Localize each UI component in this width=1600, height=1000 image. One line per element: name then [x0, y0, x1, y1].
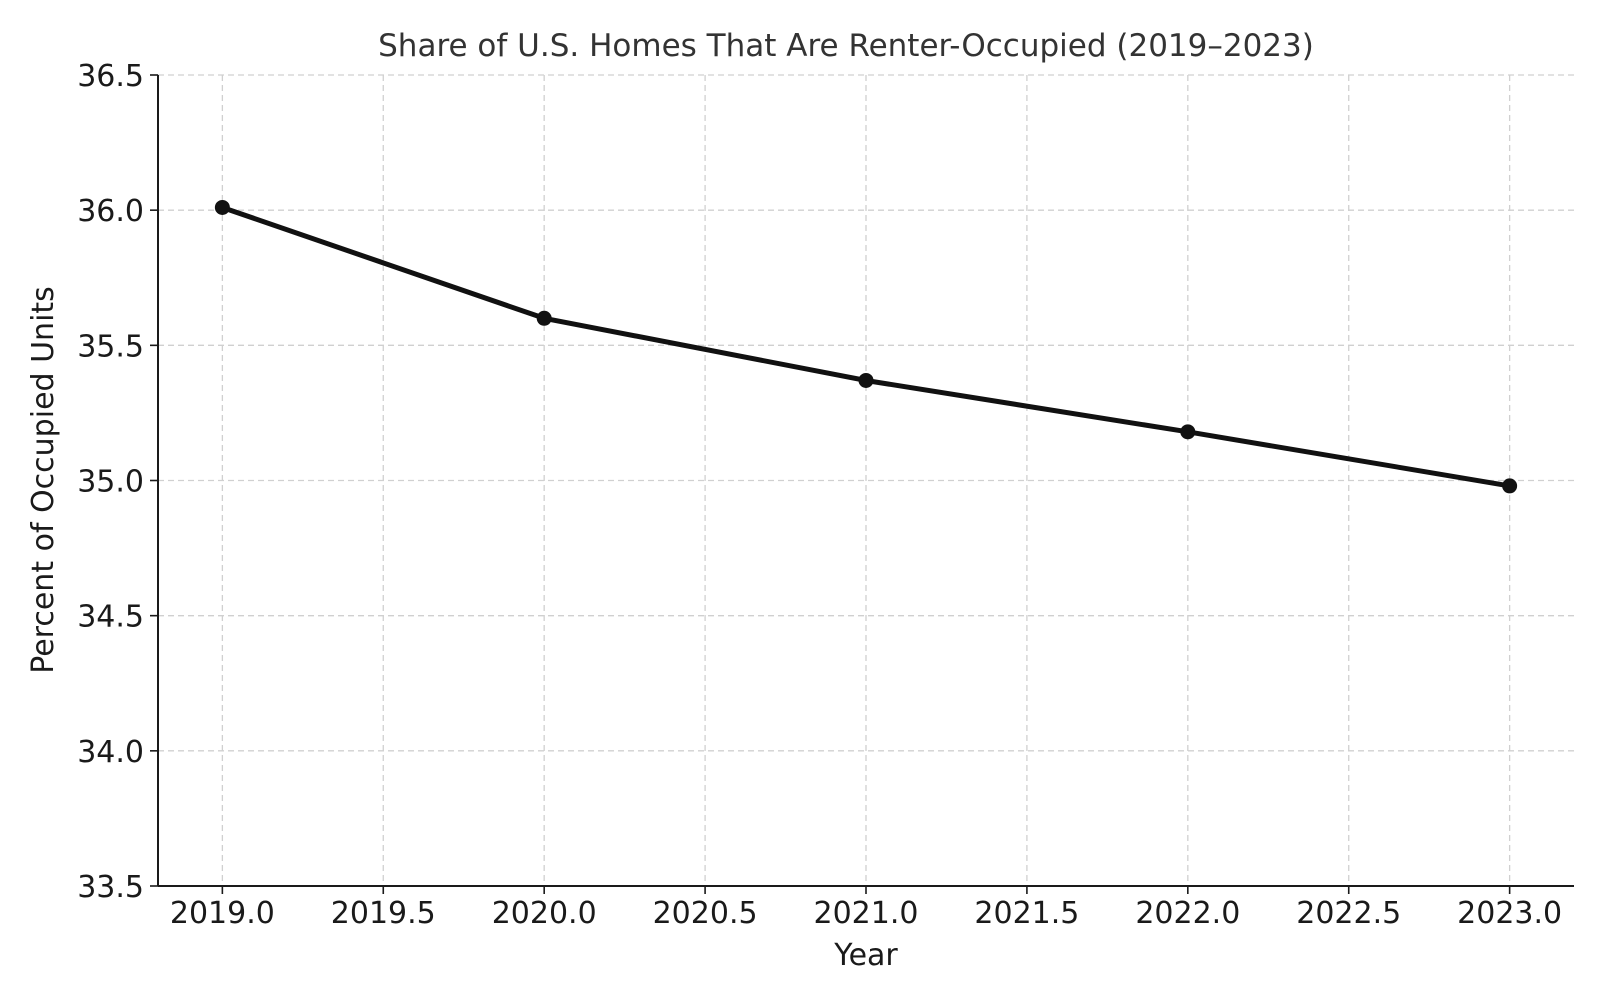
- x-tick-label: 2020.0: [492, 896, 597, 931]
- y-tick-label: 35.0: [77, 465, 144, 500]
- x-tick-label: 2020.5: [653, 896, 758, 931]
- y-axis-ticks: 33.5 34.0 34.5 35.0 35.5 36.0 36.5: [77, 59, 158, 905]
- y-axis-label: Percent of Occupied Units: [26, 286, 61, 674]
- x-tick-label: 2021.0: [814, 896, 919, 931]
- grid-lines: [158, 74, 1574, 887]
- data-point: [1180, 424, 1196, 440]
- x-tick-label: 2021.5: [974, 896, 1079, 931]
- x-tick-label: 2019.5: [331, 896, 436, 931]
- x-tick-label: 2019.0: [170, 896, 275, 931]
- x-tick-label: 2022.0: [1135, 896, 1240, 931]
- x-axis-ticks: 2019.0 2019.5 2020.0 2020.5 2021.0 2021.5 2022…: [170, 886, 1562, 931]
- data-point: [1502, 478, 1518, 494]
- data-point: [536, 310, 552, 326]
- y-tick-label: 34.5: [77, 600, 144, 635]
- y-tick-label: 35.5: [77, 329, 144, 364]
- data-point: [858, 372, 874, 388]
- x-tick-label: 2023.0: [1457, 896, 1562, 931]
- series: [214, 199, 1518, 494]
- chart-title: Share of U.S. Homes That Are Renter-Occu…: [378, 28, 1314, 64]
- x-tick-label: 2022.5: [1296, 896, 1401, 931]
- y-tick-label: 33.5: [77, 870, 144, 905]
- y-tick-label: 36.5: [77, 59, 144, 94]
- y-tick-label: 36.0: [77, 194, 144, 229]
- data-point: [214, 199, 230, 215]
- y-tick-label: 34.0: [77, 735, 144, 770]
- x-axis-label: Year: [833, 938, 898, 973]
